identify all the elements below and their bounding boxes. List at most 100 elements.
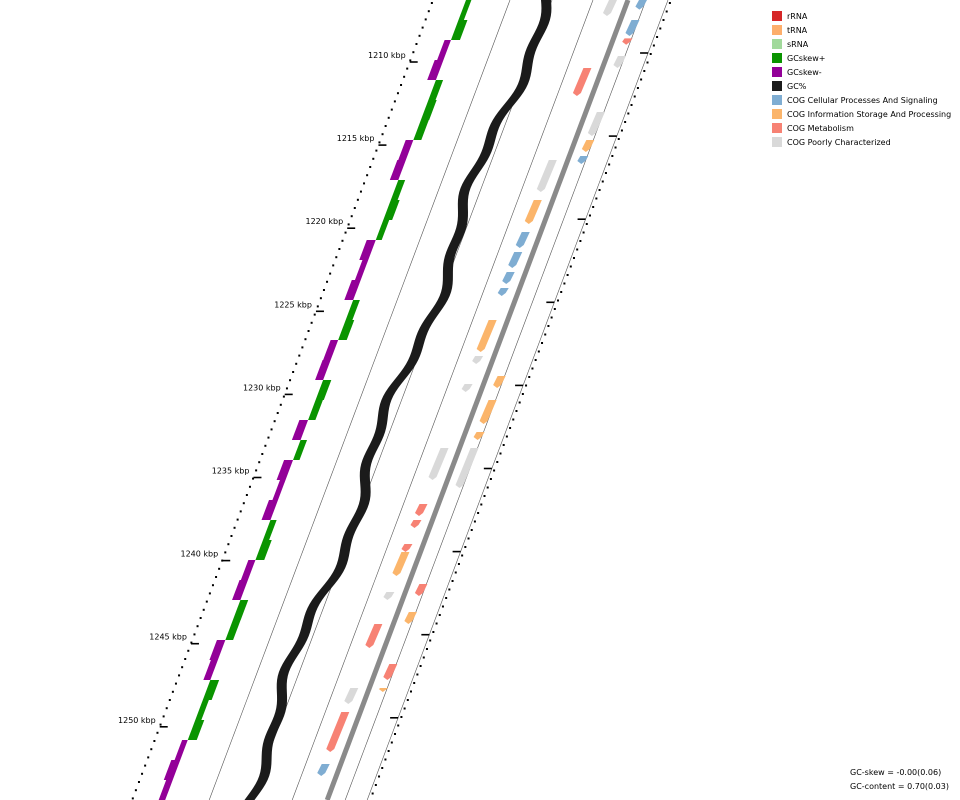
gene-features bbox=[317, 0, 647, 776]
gc-skew-positive bbox=[293, 440, 308, 460]
ruler-dot bbox=[576, 248, 579, 251]
gc-skew-negative bbox=[240, 560, 256, 580]
legend-label: COG Cellular Processes And Signaling bbox=[787, 95, 938, 105]
ruler-dot bbox=[374, 784, 377, 786]
ruler-dot bbox=[598, 189, 601, 191]
scale-tick-labels: 1210 kbp 1215 kbp 1220 kbp 1225 kbp 1230… bbox=[118, 51, 406, 725]
ruler-dot bbox=[470, 529, 473, 531]
gc-skew-positive bbox=[383, 200, 400, 220]
ruler-dot bbox=[620, 129, 623, 132]
ruler-dot bbox=[292, 371, 295, 373]
ruler-dot bbox=[369, 166, 372, 168]
ruler-dot bbox=[329, 272, 332, 275]
gene-inner bbox=[502, 272, 515, 284]
legend-swatch bbox=[772, 109, 782, 119]
ruler-dot bbox=[406, 699, 409, 701]
gc-skew-positive bbox=[420, 100, 437, 120]
gc-skew-negative bbox=[323, 340, 339, 360]
track-guide-line bbox=[366, 0, 669, 800]
ruler-dot bbox=[313, 313, 316, 316]
ruler-dot bbox=[193, 633, 196, 636]
ruler-dot bbox=[353, 207, 356, 209]
gene-outer bbox=[622, 38, 633, 45]
ruler-dot bbox=[184, 658, 187, 660]
ruler-dot bbox=[371, 792, 374, 795]
legend-swatch bbox=[772, 25, 782, 35]
ruler-dot bbox=[171, 690, 174, 693]
genome-stats: GC-skew = -0.00(0.06) GC-content = 0.70(… bbox=[850, 766, 949, 794]
legend-item-cog-cellular: COG Cellular Processes And Signaling bbox=[772, 93, 951, 107]
tick-label: 1245 kbp bbox=[149, 633, 187, 642]
gene-inner bbox=[326, 712, 350, 752]
legend-label: tRNA bbox=[787, 25, 808, 35]
legend-swatch bbox=[772, 137, 782, 147]
ruler-dot bbox=[557, 299, 560, 302]
gc-skew-positive bbox=[262, 520, 277, 540]
ruler-dot bbox=[394, 733, 397, 735]
tick-label: 1210 kbp bbox=[368, 51, 406, 60]
gene-outer bbox=[455, 448, 479, 488]
ruler-dot bbox=[400, 716, 403, 718]
track-guide-line bbox=[208, 0, 511, 800]
gc-skew-positive bbox=[187, 720, 205, 740]
track-guide-line bbox=[250, 0, 553, 800]
ruler-dot bbox=[384, 125, 387, 127]
gc-skew-negative bbox=[163, 760, 181, 780]
gc-skew-positive bbox=[375, 220, 390, 240]
ruler-dot bbox=[438, 614, 441, 616]
ruler-dot bbox=[572, 257, 575, 259]
ruler-dot bbox=[387, 750, 390, 752]
gene-outer bbox=[383, 664, 398, 680]
gc-skew-negative bbox=[427, 60, 444, 80]
ruler-dot bbox=[512, 418, 515, 421]
gc-skew-track bbox=[158, 0, 472, 800]
ruler-dot bbox=[550, 316, 553, 319]
gene-inner bbox=[602, 0, 617, 16]
gene-inner bbox=[383, 592, 395, 600]
ruler-dot bbox=[415, 43, 418, 45]
ruler-dot bbox=[245, 494, 248, 496]
ruler-dot bbox=[429, 639, 432, 642]
gene-inner bbox=[317, 764, 330, 776]
gene-inner bbox=[461, 384, 473, 392]
ruler-dot bbox=[646, 61, 649, 64]
ruler-dot bbox=[319, 297, 322, 300]
ruler-dot bbox=[499, 452, 502, 455]
ruler-dot bbox=[413, 682, 416, 684]
legend-item-gcskew-minus: GCskew- bbox=[772, 65, 951, 79]
ruler-dot bbox=[547, 325, 550, 327]
ruler-dot bbox=[289, 379, 292, 382]
ruler-dot bbox=[412, 51, 415, 54]
ruler-dot bbox=[316, 305, 319, 308]
ruler-dot bbox=[270, 428, 273, 431]
gc-skew-negative bbox=[209, 640, 226, 660]
gc-skew-negative bbox=[291, 420, 309, 440]
gc-skew-positive bbox=[458, 0, 472, 20]
ruler-dot bbox=[168, 699, 171, 701]
ruler-dot bbox=[525, 384, 528, 387]
gene-outer bbox=[577, 156, 589, 164]
ruler-dot bbox=[592, 206, 595, 208]
ruler-dot bbox=[566, 274, 569, 276]
ruler-dot bbox=[649, 53, 652, 55]
legend-swatch bbox=[772, 81, 782, 91]
gc-skew-positive bbox=[390, 180, 406, 200]
ruler-dot bbox=[162, 715, 165, 718]
legend-swatch bbox=[772, 39, 782, 49]
ruler-dot bbox=[537, 350, 540, 353]
legend-label: GC% bbox=[787, 81, 807, 91]
ruler-dot bbox=[624, 121, 627, 123]
ruler-dot bbox=[187, 649, 190, 652]
ruler-dot bbox=[659, 27, 662, 30]
ruler-dot bbox=[668, 2, 671, 4]
gc-skew-positive bbox=[308, 400, 323, 420]
legend-label: GCskew- bbox=[787, 67, 822, 77]
ruler-dot bbox=[134, 789, 137, 792]
ruler-dot bbox=[403, 75, 406, 78]
legend-item-trna: tRNA bbox=[772, 23, 951, 37]
ruler-dot bbox=[258, 461, 261, 464]
ruler-dot bbox=[211, 584, 214, 587]
ruler-dot bbox=[493, 469, 496, 472]
ruler-dot bbox=[372, 157, 375, 160]
